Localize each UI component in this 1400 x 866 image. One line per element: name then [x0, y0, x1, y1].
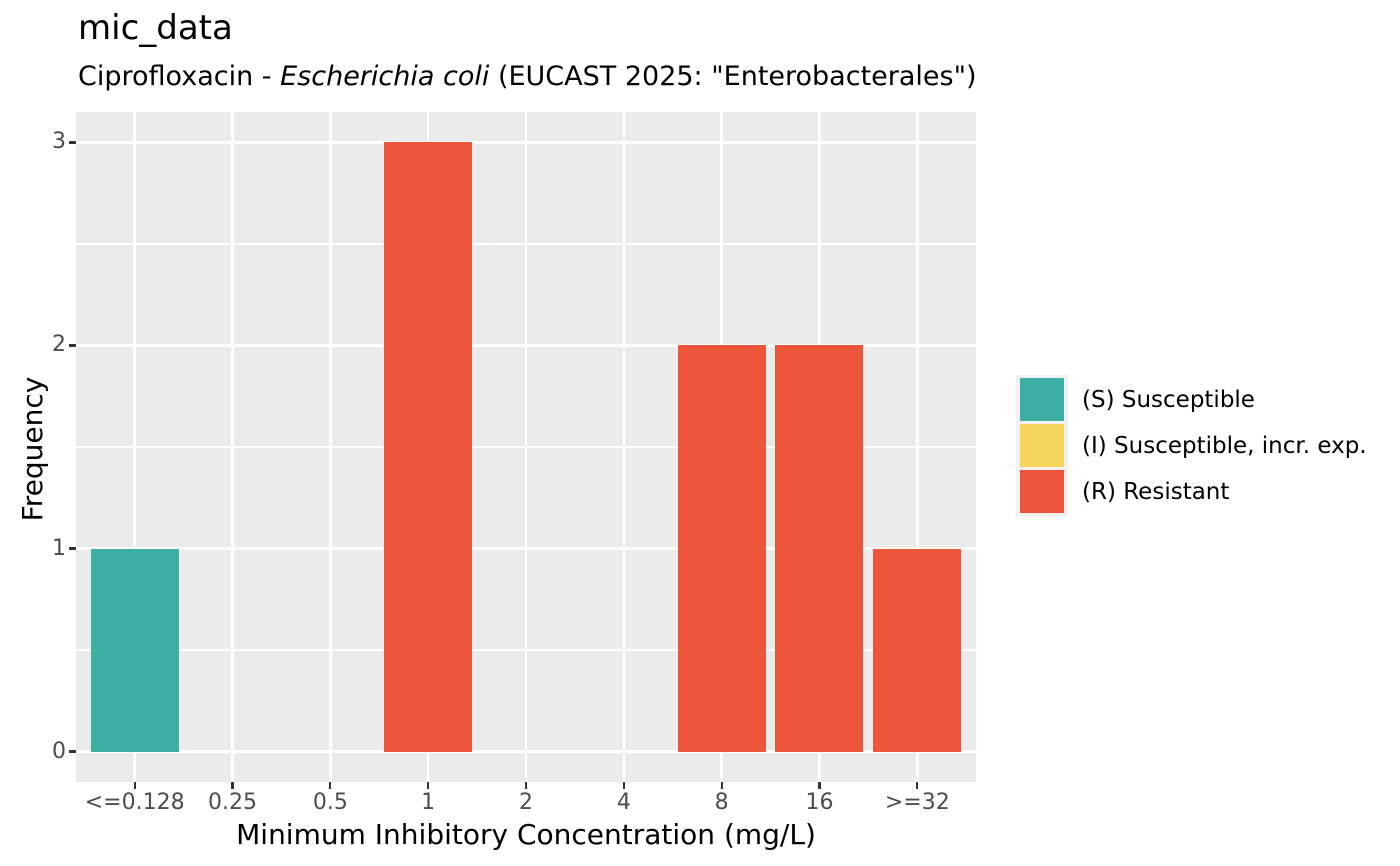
x-tick-label: >=32 — [884, 790, 950, 815]
legend-key-I — [1020, 424, 1064, 467]
x-tick-label: 4 — [616, 790, 631, 815]
x-tick-mark — [622, 782, 625, 789]
bar-1 — [384, 142, 473, 752]
x-tick-mark — [231, 782, 234, 789]
y-tick-mark — [69, 750, 76, 753]
y-tick-label: 1 — [52, 535, 66, 561]
legend-label-S: (S) Susceptible — [1082, 386, 1255, 413]
bar-8 — [677, 345, 766, 752]
x-tick-label: 1 — [421, 790, 436, 815]
v-gridline-major — [622, 112, 626, 782]
v-gridline-major — [916, 112, 919, 782]
x-tick-label: 0.25 — [208, 790, 257, 815]
subtitle-antibiotic: Ciprofloxacin - — [78, 61, 281, 92]
v-gridline-major — [329, 112, 332, 782]
x-tick-label: 16 — [805, 790, 834, 815]
bar->=32 — [873, 548, 962, 752]
v-gridline-major — [524, 112, 528, 782]
v-gridline-major — [133, 112, 136, 782]
subtitle-guideline: (EUCAST 2025: "Enterobacterales") — [489, 61, 977, 92]
legend-key-S — [1020, 378, 1064, 421]
x-tick-mark — [427, 782, 430, 789]
legend: (S) Susceptible (I) Susceptible, incr. ex… — [1016, 375, 1400, 520]
x-axis-title: Minimum Inhibitory Concentration (mg/L) — [236, 818, 816, 851]
x-tick-label: 0.5 — [312, 790, 348, 815]
x-tick-mark — [524, 782, 528, 789]
y-tick-label: 3 — [52, 129, 66, 155]
y-tick-mark — [69, 141, 76, 144]
x-tick-label: 2 — [519, 790, 533, 815]
bar-<=0.128 — [90, 548, 179, 752]
x-tick-mark — [720, 782, 723, 789]
x-tick-mark — [818, 782, 821, 789]
y-tick-label: 2 — [52, 332, 66, 358]
y-tick-mark — [69, 344, 76, 347]
x-tick-mark — [133, 782, 136, 789]
legend-key-R — [1020, 470, 1064, 513]
legend-label-R: (R) Resistant — [1082, 478, 1230, 505]
y-tick-label: 0 — [52, 738, 66, 764]
x-tick-label: <=0.128 — [84, 790, 185, 815]
legend-label-I: (I) Susceptible, incr. exp. — [1082, 432, 1367, 459]
bar-16 — [775, 345, 864, 752]
plot-title: mic_data — [78, 8, 233, 48]
plot-subtitle: Ciprofloxacin - Escherichia coli (EUCAST… — [78, 61, 977, 93]
v-gridline-major — [231, 112, 234, 782]
x-tick-mark — [329, 782, 332, 789]
x-tick-mark — [916, 782, 919, 789]
subtitle-organism: Escherichia coli — [280, 61, 490, 92]
y-tick-mark — [69, 547, 76, 550]
plot-panel — [76, 112, 976, 782]
x-tick-label: 8 — [714, 790, 729, 815]
